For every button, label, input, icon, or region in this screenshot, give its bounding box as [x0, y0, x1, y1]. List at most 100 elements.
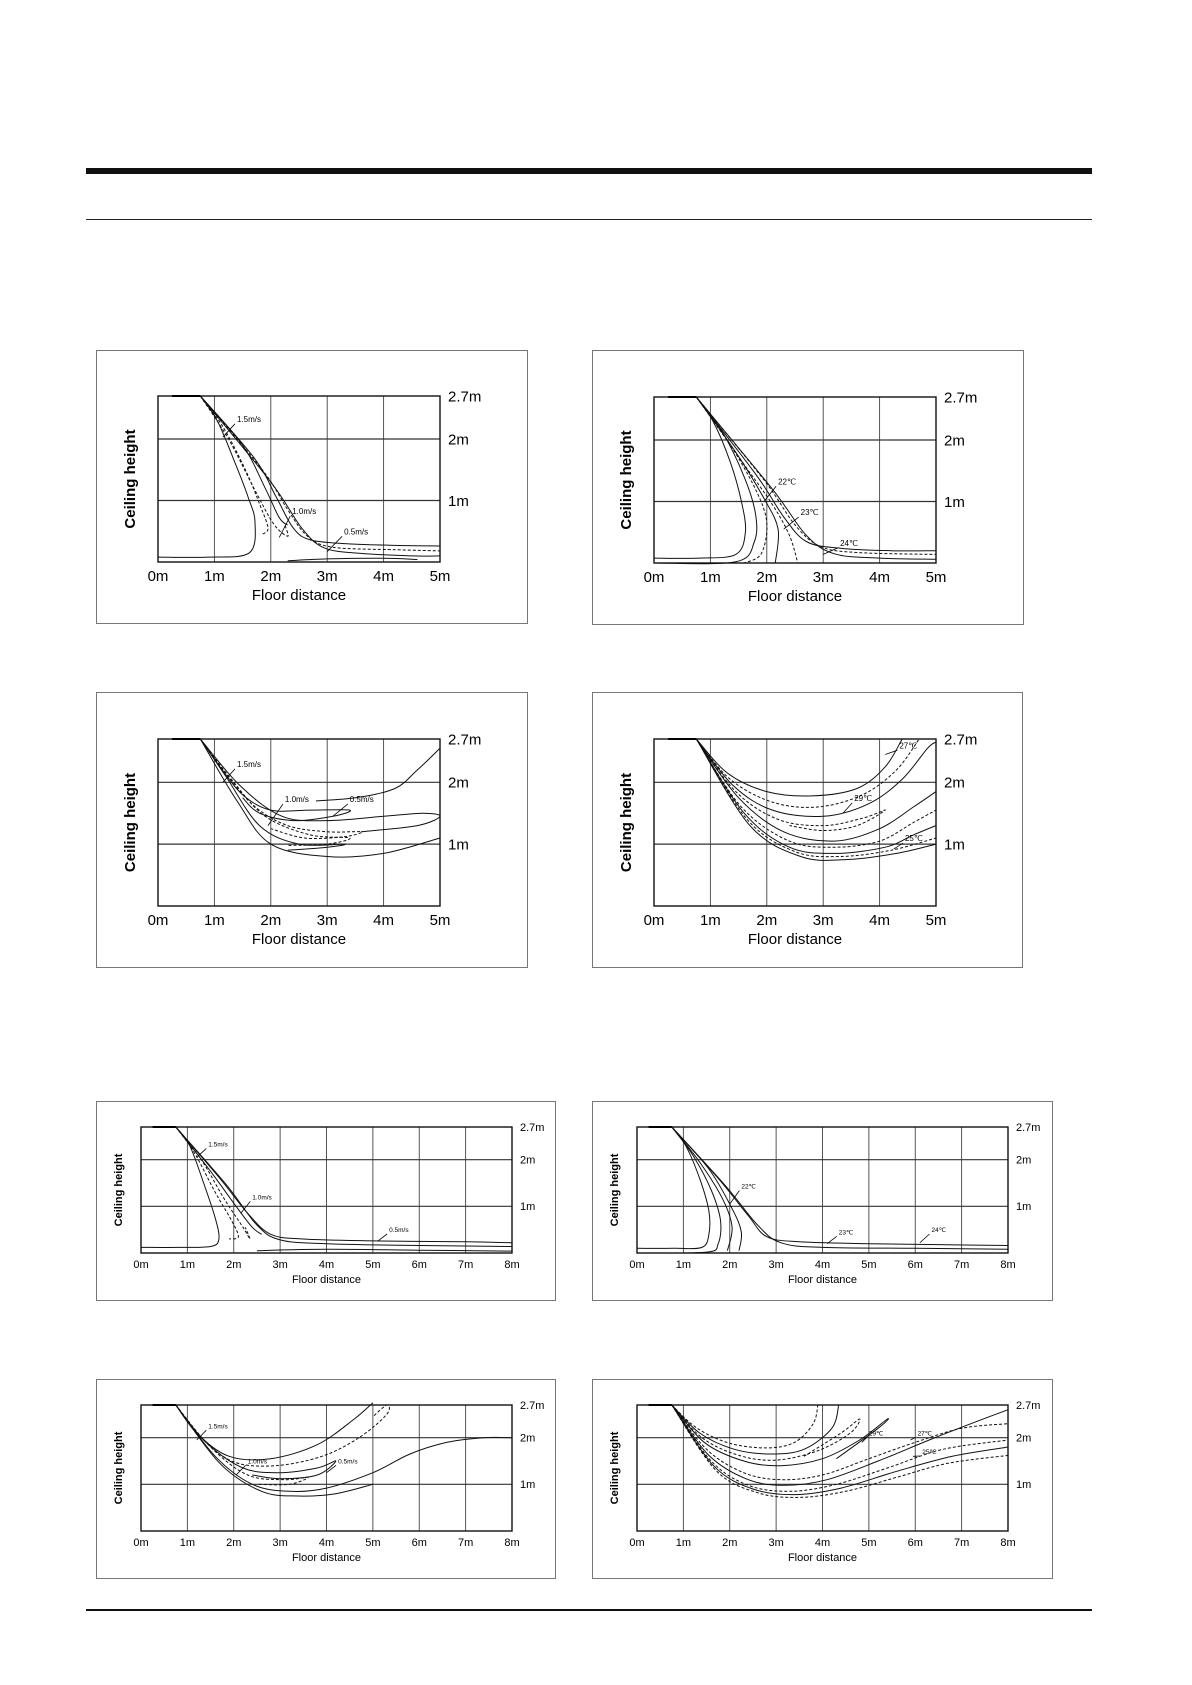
x-axis-label: Floor distance	[748, 588, 842, 605]
plot-area	[636, 1126, 1009, 1254]
series-line	[157, 395, 256, 558]
annotation-label: 27℃	[918, 1430, 933, 1437]
annotation-leader	[278, 515, 291, 538]
x-tick-label: 0m	[629, 1259, 644, 1271]
chart-panel: 0m 1m 2m 3m 4m 5m 6m 7m 8m 1m 2m 2.7m Floor distance…	[592, 1379, 1053, 1579]
annotation-leader	[222, 768, 236, 783]
y-axis-label: Ceiling height	[609, 1153, 621, 1226]
annotation-leader	[332, 803, 349, 817]
series-group	[671, 1404, 1009, 1498]
y-axis-label: Ceiling height	[618, 430, 635, 529]
grid	[636, 1405, 1009, 1531]
x-tick-label: 8m	[504, 1259, 519, 1271]
series-line	[287, 557, 418, 562]
series-line	[695, 738, 886, 832]
series-line	[695, 738, 937, 842]
x-axis-label: Floor distance	[788, 1274, 857, 1286]
series-line	[199, 395, 289, 537]
x-tick-label: 6m	[412, 1259, 427, 1271]
chart-panel: 0m 1m 2m 3m 4m 5m 6m 7m 8m 1m 2m 2.7m Floor distance…	[96, 1379, 556, 1579]
x-tick-label: 5m	[861, 1259, 876, 1271]
x-tick-label: 2m	[756, 912, 777, 929]
series-line	[636, 1126, 711, 1250]
annotation-leader	[919, 1233, 930, 1244]
y-tick-label: 2.7m	[520, 1400, 544, 1412]
series-line	[695, 738, 920, 808]
chart-panel: 0m 1m 2m 3m 4m 5m 1m 2m 2.7m Floor distance Ceilin…	[592, 350, 1024, 625]
series-line	[175, 1126, 513, 1247]
series-line	[695, 738, 937, 858]
x-tick-label: 1m	[676, 1537, 691, 1549]
x-tick-label: 0m	[148, 568, 169, 585]
y-tick-label: 2.7m	[448, 388, 481, 405]
annotation-label: 25℃	[922, 1449, 937, 1456]
x-tick-label: 7m	[458, 1259, 473, 1271]
grid	[140, 1127, 513, 1253]
annotation-label: 1.5m/s	[237, 760, 261, 769]
annotation-label: 25℃	[905, 834, 923, 843]
plot-area	[157, 395, 441, 563]
x-tick-label: 3m	[768, 1537, 783, 1549]
annotation-leader	[196, 1148, 207, 1158]
x-tick-label: 4m	[373, 912, 394, 929]
x-tick-label: 0m	[644, 569, 665, 586]
y-tick-label: 2.7m	[1016, 1400, 1040, 1412]
plot-area	[140, 1126, 513, 1254]
y-tick-label: 2m	[1016, 1155, 1031, 1167]
series-line	[175, 1126, 262, 1235]
annotation-label: 29℃	[869, 1430, 884, 1437]
annotation-leader	[222, 423, 236, 438]
y-tick-label: 2.7m	[944, 731, 977, 748]
x-tick-label: 6m	[908, 1259, 923, 1271]
series-line	[653, 396, 747, 559]
series-group	[695, 738, 937, 861]
plot-area	[653, 396, 937, 564]
series-line	[636, 1126, 722, 1254]
annotation-label: 24℃	[840, 539, 858, 548]
x-tick-label: 3m	[813, 569, 834, 586]
x-axis-label: Floor distance	[748, 931, 842, 948]
series-group	[175, 1402, 513, 1497]
x-tick-label: 8m	[1000, 1259, 1015, 1271]
series-line	[671, 1126, 1009, 1246]
series-group	[653, 396, 937, 565]
series-line	[199, 395, 441, 552]
series-line	[140, 1126, 220, 1248]
annotation-leader	[326, 536, 343, 552]
x-tick-label: 4m	[319, 1537, 334, 1549]
annotation-leader	[763, 486, 777, 502]
series-line	[671, 1404, 1009, 1496]
annotation-label: 1.5m/s	[208, 1142, 228, 1149]
x-tick-label: 1m	[700, 569, 721, 586]
series-group	[199, 738, 441, 858]
series-line	[315, 747, 441, 802]
series-line	[199, 738, 441, 833]
annotation-label: 22℃	[741, 1184, 756, 1191]
series-line	[671, 1404, 819, 1449]
x-tick-label: 1m	[180, 1259, 195, 1271]
annotation-label: 1.5m/s	[208, 1423, 228, 1430]
x-tick-label: 4m	[869, 569, 890, 586]
header-rule-thick	[86, 168, 1092, 174]
series-line	[175, 1404, 337, 1480]
y-tick-label: 1m	[944, 836, 965, 853]
x-tick-label: 2m	[722, 1537, 737, 1549]
series-line	[175, 1404, 390, 1467]
x-tick-label: 0m	[644, 912, 665, 929]
annotation-label: 0.5m/s	[389, 1227, 409, 1234]
annotation-leader	[823, 547, 839, 555]
series-line	[695, 738, 937, 861]
series-line	[671, 1126, 743, 1251]
annotation-label: 1.0m/s	[248, 1458, 268, 1465]
chart-panel: 0m 1m 2m 3m 4m 5m 1m 2m 2.7m Floor distance Ceilin…	[96, 692, 528, 968]
x-tick-label: 2m	[226, 1259, 241, 1271]
annotation-leader	[326, 1465, 337, 1473]
x-tick-label: 3m	[272, 1537, 287, 1549]
x-tick-label: 4m	[815, 1537, 830, 1549]
series-line	[695, 396, 937, 552]
x-tick-label: 1m	[204, 568, 225, 585]
annotation-label: 0.5m/s	[338, 1458, 358, 1465]
x-tick-label: 5m	[430, 568, 451, 585]
grid	[653, 739, 937, 906]
annotation-leader	[783, 516, 799, 530]
